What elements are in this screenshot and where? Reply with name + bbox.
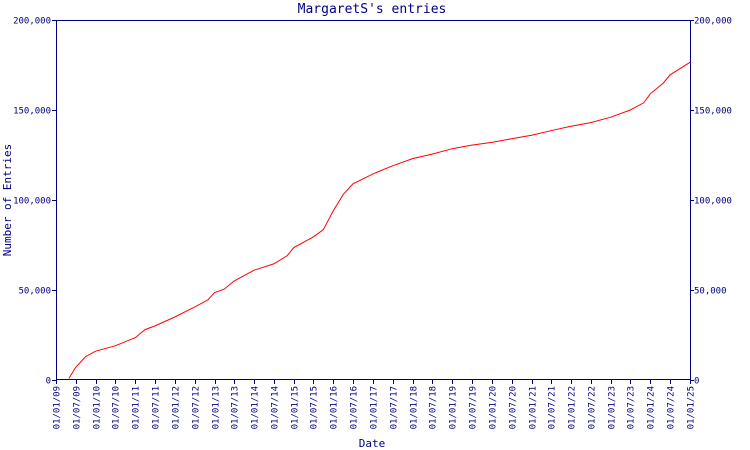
x-tick-label: 01/07/24	[667, 386, 677, 429]
x-tick-label: 01/01/10	[93, 386, 103, 429]
x-tick-label: 01/01/24	[647, 386, 657, 429]
x-tick-label: 01/07/13	[231, 386, 241, 429]
x-ticks: 01/01/09 01/07/09 01/01/10 01/07/10 01/01/11…	[53, 380, 697, 429]
x-tick-label: 01/07/11	[152, 386, 162, 429]
x-tick-label: 01/07/20	[509, 386, 519, 429]
x-tick-label: 01/01/21	[529, 386, 539, 429]
y-tick-label-left: 150,000	[13, 107, 51, 117]
x-tick-label: 01/07/23	[627, 386, 637, 429]
y-tick-label-left: 50,000	[18, 287, 51, 297]
x-tick-label: 01/07/10	[112, 386, 122, 429]
x-tick-label: 01/07/12	[192, 386, 202, 429]
x-tick-label: 01/01/19	[449, 386, 459, 429]
x-tick-label: 01/01/18	[410, 386, 420, 429]
x-axis-title: Date	[359, 437, 386, 450]
plot-area	[56, 20, 691, 380]
y-tick-label-right: 200,000	[694, 17, 732, 27]
y-tick-label-left: 0	[46, 377, 51, 387]
x-tick-label: 01/07/17	[390, 386, 400, 429]
series-line	[68, 61, 691, 379]
y-tick-label-left: 200,000	[13, 17, 51, 27]
x-tick-label: 01/07/18	[429, 386, 439, 429]
chart-title: MargaretS's entries	[298, 2, 447, 17]
x-tick-label: 01/07/21	[548, 386, 558, 429]
y-axis-title: Number of Entries	[1, 144, 14, 257]
y-tick-label-right: 150,000	[694, 107, 732, 117]
y-tick-label-left: 100,000	[13, 197, 51, 207]
x-tick-label: 01/01/25	[687, 386, 697, 429]
x-tick-label: 01/07/16	[350, 386, 360, 429]
x-tick-label: 01/01/22	[568, 386, 578, 429]
y-ticks-left: 0 50,000 100,000 150,000 200,000	[13, 17, 56, 387]
x-tick-label: 01/07/19	[469, 386, 479, 429]
y-tick-label-right: 0	[694, 377, 699, 387]
x-tick-label: 01/01/15	[291, 386, 301, 429]
x-tick-label: 01/01/16	[330, 386, 340, 429]
x-tick-label: 01/01/13	[212, 386, 222, 429]
x-tick-label: 01/07/09	[73, 386, 83, 429]
y-tick-label-right: 100,000	[694, 197, 732, 207]
series-layer	[68, 61, 691, 379]
x-tick-label: 01/01/17	[370, 386, 380, 429]
x-tick-label: 01/01/20	[489, 386, 499, 429]
x-tick-label: 01/01/11	[132, 386, 142, 429]
x-tick-label: 01/01/12	[172, 386, 182, 429]
y-ticks-right: 0 50,000 100,000 150,000 200,000	[690, 17, 732, 387]
x-tick-label: 01/07/15	[310, 386, 320, 429]
y-tick-label-right: 50,000	[694, 287, 727, 297]
x-tick-label: 01/01/23	[608, 386, 618, 429]
x-tick-label: 01/07/14	[271, 386, 281, 429]
x-tick-label: 01/01/14	[251, 386, 261, 429]
x-tick-label: 01/01/09	[53, 386, 63, 429]
x-tick-label: 01/07/22	[588, 386, 598, 429]
